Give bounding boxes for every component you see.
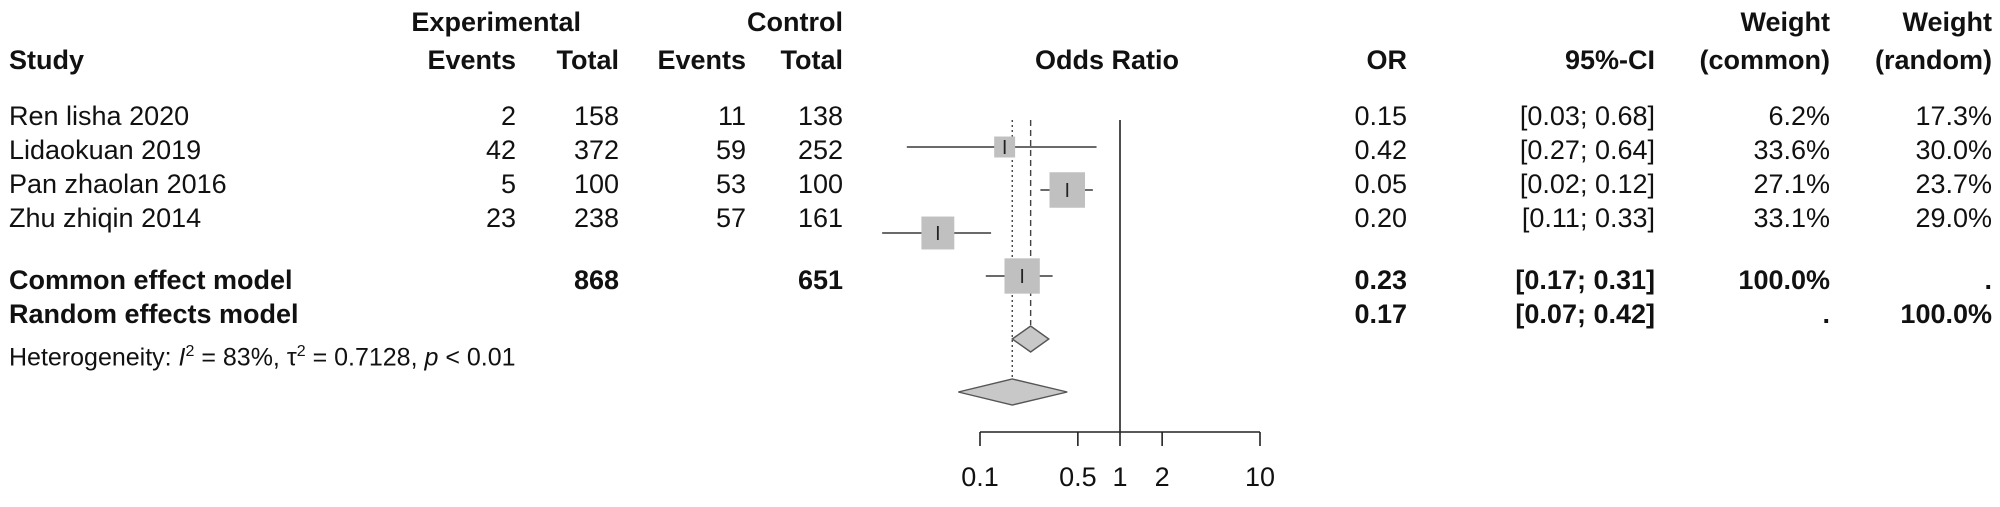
ci-value: [0.27; 0.64] xyxy=(1519,135,1655,165)
random-effects-diamond xyxy=(958,378,1068,406)
or-value: 0.20 xyxy=(1354,203,1407,233)
header-control: Control xyxy=(747,7,843,37)
study-name: Lidaokuan 2019 xyxy=(9,135,202,165)
header-ci: 95%-CI xyxy=(1564,45,1655,75)
ci-value: [0.11; 0.33] xyxy=(1521,203,1655,233)
exp-events: 23 xyxy=(485,203,516,233)
tau-symbol: τ xyxy=(286,343,297,372)
exp-events: 42 xyxy=(485,135,516,165)
exp-total: 238 xyxy=(573,203,619,233)
exp-events: 5 xyxy=(500,169,516,199)
header-ctrl-events: Events xyxy=(657,45,746,75)
ctrl-total: 138 xyxy=(797,101,843,131)
weight-common: 27.1% xyxy=(1753,169,1830,199)
x-axis-tick-label: 0.5 xyxy=(1059,462,1097,492)
common-effect-diamond xyxy=(1011,325,1050,353)
ctrl-events: 57 xyxy=(715,203,746,233)
exp-events: 2 xyxy=(500,101,516,131)
i2-value: = 83%, xyxy=(194,343,287,372)
exp-total: 100 xyxy=(573,169,619,199)
random-or: 0.17 xyxy=(1354,299,1407,329)
x-axis-tick-label: 10 xyxy=(1245,462,1275,492)
weight-common: 33.1% xyxy=(1753,203,1830,233)
heterogeneity-prefix: Heterogeneity: xyxy=(9,343,179,372)
common-ctrl-total: 651 xyxy=(797,265,843,295)
header-exp-total: Total xyxy=(556,45,620,75)
exp-total: 158 xyxy=(573,101,619,131)
common-or: 0.23 xyxy=(1354,265,1407,295)
ctrl-total: 161 xyxy=(797,203,843,233)
study-name: Ren lisha 2020 xyxy=(9,101,190,131)
ctrl-total: 252 xyxy=(797,135,843,165)
header-ctrl-total: Total xyxy=(780,45,844,75)
or-value: 0.42 xyxy=(1354,135,1407,165)
weight-random: 17.3% xyxy=(1915,101,1992,131)
common-weight-common: 100.0% xyxy=(1738,265,1830,295)
header-weight-common: Weight xyxy=(1740,7,1831,37)
ctrl-events: 59 xyxy=(715,135,746,165)
ctrl-events: 53 xyxy=(715,169,746,199)
weight-common: 33.6% xyxy=(1753,135,1830,165)
header-common: (common) xyxy=(1699,45,1831,75)
x-axis-tick-label: 1 xyxy=(1112,462,1127,492)
p-symbol: p xyxy=(424,343,439,372)
weight-random: 23.7% xyxy=(1915,169,1992,199)
header-exp-events: Events xyxy=(427,45,516,75)
common-weight-random: . xyxy=(1984,265,1992,295)
random-ci: [0.07; 0.42] xyxy=(1515,299,1655,329)
i2-sup: 2 xyxy=(185,343,195,360)
common-model-label: Common effect model xyxy=(9,265,293,295)
header-study: Study xyxy=(9,45,85,75)
random-weight-random: 100.0% xyxy=(1900,299,1992,329)
heterogeneity-line: Heterogeneity: I2 = 83%, τ2 = 0.7128, p … xyxy=(9,336,516,373)
random-weight-common: . xyxy=(1822,299,1830,329)
header-odds-ratio: Odds Ratio xyxy=(1035,45,1180,75)
common-exp-total: 868 xyxy=(573,265,619,295)
header-random: (random) xyxy=(1875,45,1992,75)
ctrl-events: 11 xyxy=(717,101,746,131)
tau-sup: 2 xyxy=(296,343,306,360)
or-value: 0.05 xyxy=(1354,169,1407,199)
header-or: OR xyxy=(1366,45,1408,75)
study-name: Zhu zhiqin 2014 xyxy=(9,203,202,233)
weight-random: 30.0% xyxy=(1915,135,1992,165)
random-model-label: Random effects model xyxy=(9,299,299,329)
common-ci: [0.17; 0.31] xyxy=(1515,265,1655,295)
weight-random: 29.0% xyxy=(1915,203,1992,233)
ci-value: [0.02; 0.12] xyxy=(1519,169,1655,199)
study-name: Pan zhaolan 2016 xyxy=(9,169,227,199)
tau-value: = 0.7128, xyxy=(305,343,425,372)
header-experimental: Experimental xyxy=(411,7,581,37)
ci-value: [0.03; 0.68] xyxy=(1519,101,1655,131)
x-axis-tick-label: 0.1 xyxy=(961,462,999,492)
header-weight-random: Weight xyxy=(1902,7,1993,37)
x-axis-tick-label: 2 xyxy=(1155,462,1170,492)
weight-common: 6.2% xyxy=(1768,101,1830,131)
p-value: < 0.01 xyxy=(438,343,516,372)
exp-total: 372 xyxy=(573,135,619,165)
ctrl-total: 100 xyxy=(797,169,843,199)
i2-symbol: I xyxy=(178,343,186,372)
or-value: 0.15 xyxy=(1354,101,1407,131)
